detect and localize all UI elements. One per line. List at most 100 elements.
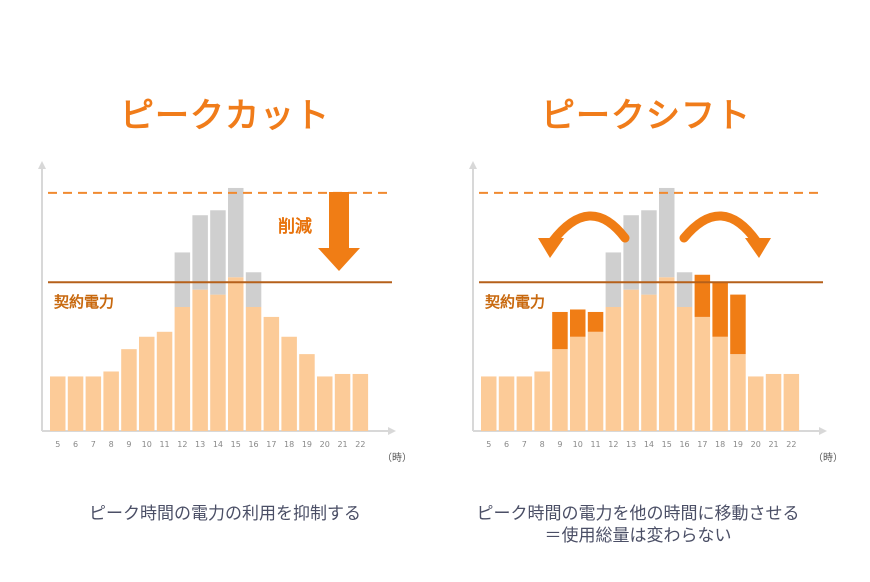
cut-bar-14 (210, 294, 226, 431)
cut-tick-label: 17 (266, 440, 276, 449)
cut-tick-label: 19 (302, 440, 312, 449)
cut-tick-label: 10 (142, 440, 152, 449)
shift-bar-9 (552, 349, 568, 431)
shift-peak-bar-14 (641, 210, 657, 295)
shift-tick-label: 10 (573, 440, 583, 449)
shift-y-axis-arrow-icon (469, 161, 477, 169)
cut-bar-5 (50, 376, 66, 431)
reduce-label: 削減 (278, 216, 312, 237)
shift-bar-8 (534, 371, 550, 431)
shift-bar-11 (587, 331, 604, 431)
cut-tick-label: 7 (91, 440, 96, 449)
cut-bar-12 (174, 307, 191, 431)
shift-bar-21 (765, 373, 782, 431)
cut-unit-label: （時） (382, 452, 412, 464)
shift-bar-17 (694, 316, 711, 431)
shift-tick-label: 9 (557, 440, 562, 449)
cut-y-axis-arrow-icon (38, 161, 46, 169)
cut-tick-label: 6 (73, 440, 78, 449)
shift-shifted-bar-11 (587, 311, 604, 332)
peak-shift-title: ピークシフト (541, 96, 751, 136)
cut-bar-9 (121, 349, 137, 431)
shift-tick-label: 6 (504, 440, 509, 449)
shift-bar-19 (730, 354, 746, 431)
shift-tick-label: 7 (522, 440, 527, 449)
cut-tick-label: 5 (55, 440, 60, 449)
cut-bar-18 (281, 336, 297, 431)
peak-cut-caption: ピーク時間の電力の利用を抑制する (89, 504, 361, 524)
curved-arrow-left-icon-head (538, 238, 564, 258)
shift-shifted-bar-9 (552, 311, 568, 350)
shift-bar-15 (659, 277, 675, 431)
peak-shift-caption-line2: ＝使用総量は変わらない (544, 526, 732, 546)
shift-peak-bar-12 (605, 252, 622, 307)
shift-bar-12 (605, 307, 622, 431)
shift-bar-6 (498, 376, 515, 431)
cut-bar-10 (139, 336, 155, 431)
curved-arrow-right-icon-head (745, 238, 771, 258)
shift-tick-label: 19 (733, 440, 743, 449)
down-arrow-icon (318, 192, 360, 271)
cut-bar-22 (352, 373, 369, 431)
cut-tick-label: 18 (284, 440, 294, 449)
cut-tick-label: 22 (355, 440, 365, 449)
cut-peak-bar-14 (210, 210, 226, 295)
peak-shift-caption-line1: ピーク時間の電力を他の時間に移動させる (476, 504, 800, 524)
cut-peak-bar-13 (192, 215, 208, 290)
shift-bar-7 (516, 376, 533, 431)
cut-peak-bar-16 (245, 272, 262, 307)
cut-bar-7 (85, 376, 102, 431)
shift-tick-label: 15 (662, 440, 672, 449)
cut-tick-label: 20 (320, 440, 330, 449)
shift-tick-label: 14 (644, 440, 654, 449)
cut-tick-label: 9 (126, 440, 131, 449)
shift-tick-label: 21 (768, 440, 778, 449)
shift-x-axis-arrow-icon (819, 427, 827, 435)
shift-bar-18 (712, 336, 728, 431)
shift-tick-label: 13 (626, 440, 636, 449)
cut-tick-label: 15 (231, 440, 241, 449)
cut-tick-label: 8 (109, 440, 114, 449)
shift-tick-label: 20 (751, 440, 761, 449)
shift-tick-label: 22 (786, 440, 796, 449)
cut-bar-20 (317, 376, 333, 431)
cut-bar-8 (103, 371, 119, 431)
cut-bar-11 (156, 331, 173, 431)
shift-peak-bar-16 (676, 272, 693, 307)
shift-peak-bar-15 (659, 187, 675, 278)
cut-bar-21 (334, 373, 351, 431)
shift-tick-label: 16 (679, 440, 689, 449)
cut-bar-16 (245, 307, 262, 431)
cut-tick-label: 13 (195, 440, 205, 449)
shift-tick-label: 5 (486, 440, 491, 449)
cut-tick-label: 11 (159, 440, 169, 449)
cut-bar-19 (299, 354, 315, 431)
peak-shift-chart: 5 6 7 8 9 10 11 12 13 14 15 16 17 18 19 20 21 22 （時） 契約電力 (469, 161, 843, 464)
cut-x-axis-arrow-icon (388, 427, 396, 435)
cut-tick-label: 16 (248, 440, 258, 449)
shift-tick-label: 18 (715, 440, 725, 449)
cut-peak-bar-15 (228, 187, 244, 278)
shift-tick-label: 17 (697, 440, 707, 449)
shift-bar-10 (570, 336, 586, 431)
cut-bar-17 (263, 316, 280, 431)
shift-bar-5 (481, 376, 497, 431)
shift-bar-22 (783, 373, 800, 431)
shift-tick-label: 12 (608, 440, 618, 449)
shift-bar-20 (748, 376, 764, 431)
cut-tick-label: 12 (177, 440, 187, 449)
shift-bar-14 (641, 294, 657, 431)
curved-arrow-left-icon (547, 211, 630, 247)
peak-cut-chart: 5 6 7 8 9 10 11 12 13 14 15 16 17 18 19 20 21 22 （時） 契約電力 削減 (38, 161, 412, 464)
cut-tick-label: 14 (213, 440, 223, 449)
peak-cut-title: ピークカット (120, 96, 330, 136)
shift-bar-13 (623, 289, 639, 431)
curved-arrow-right-icon (679, 211, 762, 247)
shift-peak-bar-13 (623, 215, 639, 290)
cut-bar-15 (228, 277, 244, 431)
shift-shifted-bar-18 (712, 282, 728, 337)
shift-contract-power-label: 契約電力 (484, 293, 545, 311)
cut-tick-label: 21 (337, 440, 347, 449)
shift-unit-label: （時） (813, 452, 843, 464)
cut-bar-13 (192, 289, 208, 431)
